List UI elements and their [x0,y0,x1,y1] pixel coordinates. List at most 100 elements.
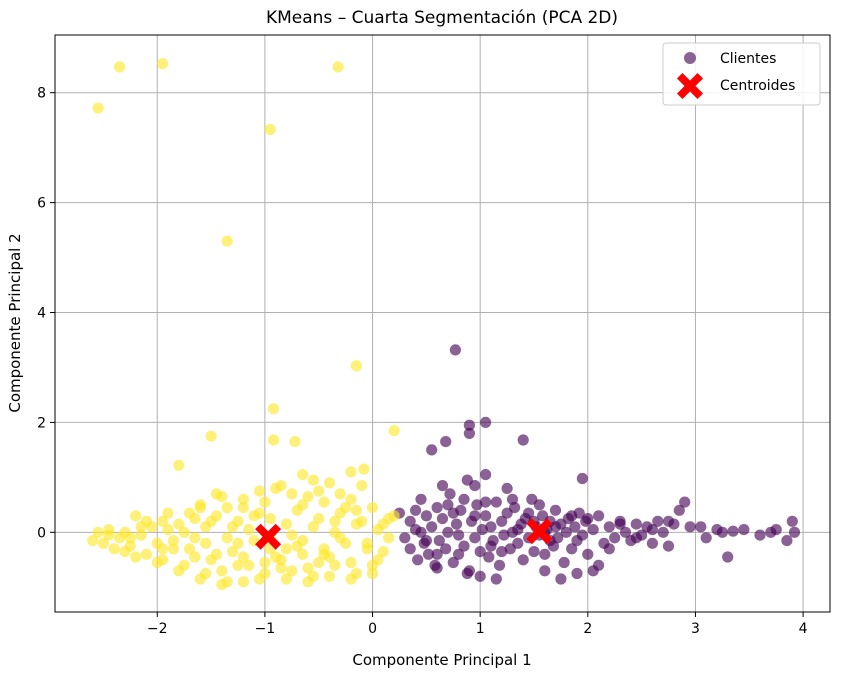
scatter-point [108,543,120,555]
scatter-point [232,515,244,527]
scatter-point [662,515,675,527]
scatter-point [92,102,104,114]
scatter-point [420,535,432,547]
scatter-point [189,551,201,563]
scatter-point [646,524,659,536]
scatter-point [512,537,524,549]
scatter-point [237,493,249,505]
scatter-point [340,502,352,514]
scatter-point [286,529,298,541]
x-tick-label: 1 [476,621,485,637]
scatter-point [323,477,336,489]
legend-centroid-x [677,73,703,99]
scatter-point [289,436,301,448]
scatter-point [361,537,373,549]
scatter-point [569,521,581,533]
scatter-point [135,529,147,541]
x-tick-label: 3 [691,621,700,637]
scatter-point [232,559,244,571]
axis-ticks: −2 −1 0 1 2 3 4 0 2 4 6 8 [37,86,808,637]
scatter-point [716,526,729,538]
scatter-point [237,576,249,588]
scatter-point [646,537,659,549]
scatter-point [302,491,314,503]
scatter-point [200,537,212,549]
scatter-point [582,548,594,560]
scatter-point [216,578,228,591]
scatter-point [463,427,475,439]
scatter-point [162,524,174,536]
scatter-point [92,526,104,538]
scatter-point [422,548,435,560]
x-axis-title: Componente Principal 1 [352,651,531,669]
scatter-point [210,488,223,500]
scatter-point [280,543,292,555]
scatter-point [194,502,206,514]
scatter-point [323,570,336,582]
scatter-point [264,513,276,525]
scatter-point [576,529,589,541]
legend-clientes-marker [684,52,696,64]
scatter-point [280,573,292,585]
scatter-point [366,502,379,514]
scatter-point [449,344,461,356]
scatter-point [383,513,395,525]
scatter-point [490,496,502,508]
scatter-point [440,543,452,555]
scatter-point [194,573,206,585]
scatter-point [358,463,370,475]
scatter-point [372,524,384,536]
scatter-point [447,556,459,569]
scatter-point [114,61,126,73]
scatter-point [426,521,438,533]
y-tick-label: 2 [37,415,46,431]
scatter-point [558,556,570,569]
scatter-point [216,565,228,577]
centroids [255,518,553,550]
scatter-point [350,518,362,530]
scatter-point [433,535,445,547]
scatter-point [167,535,179,547]
scatter-point [652,515,664,527]
scatter-point [431,562,443,574]
scatter-point [377,546,389,558]
scatter-point [474,546,486,558]
scatter-point [512,524,524,536]
legend-centroides-label: Centroides [720,78,795,94]
scatter-point [399,532,411,544]
scatter-point [404,515,416,527]
scatter-point [205,554,217,566]
scatter-point [440,436,452,448]
scatter-point [140,548,153,560]
scatter-point [366,567,379,580]
scatter-point [178,526,190,538]
scatter-point [738,524,750,536]
scatter-point [523,507,535,519]
scatter-point [275,480,287,492]
scatter-point [657,526,669,538]
scatter-point [103,529,115,541]
scatter-point [461,567,473,580]
scatter-point [528,546,540,558]
scatter-point [684,521,696,533]
scatter-point [539,565,551,577]
scatter-point [447,507,459,519]
scatter-point [506,493,519,505]
scatter-point [275,562,287,574]
scatter-point [135,521,147,533]
scatter-point [313,556,325,569]
scatter-point [259,496,271,508]
scatter-point [221,502,233,514]
scatter-point [662,540,675,552]
scatter-point [302,576,314,588]
legend-clientes-label: Clientes [720,51,776,67]
scatter-point [221,532,233,544]
scatter-point [469,480,481,492]
scatter-point [415,493,427,505]
scatter-point [490,573,502,585]
scatter-point [496,515,508,527]
scatter-point [673,504,685,516]
scatter-point [781,535,793,547]
scatter-point [227,546,239,558]
